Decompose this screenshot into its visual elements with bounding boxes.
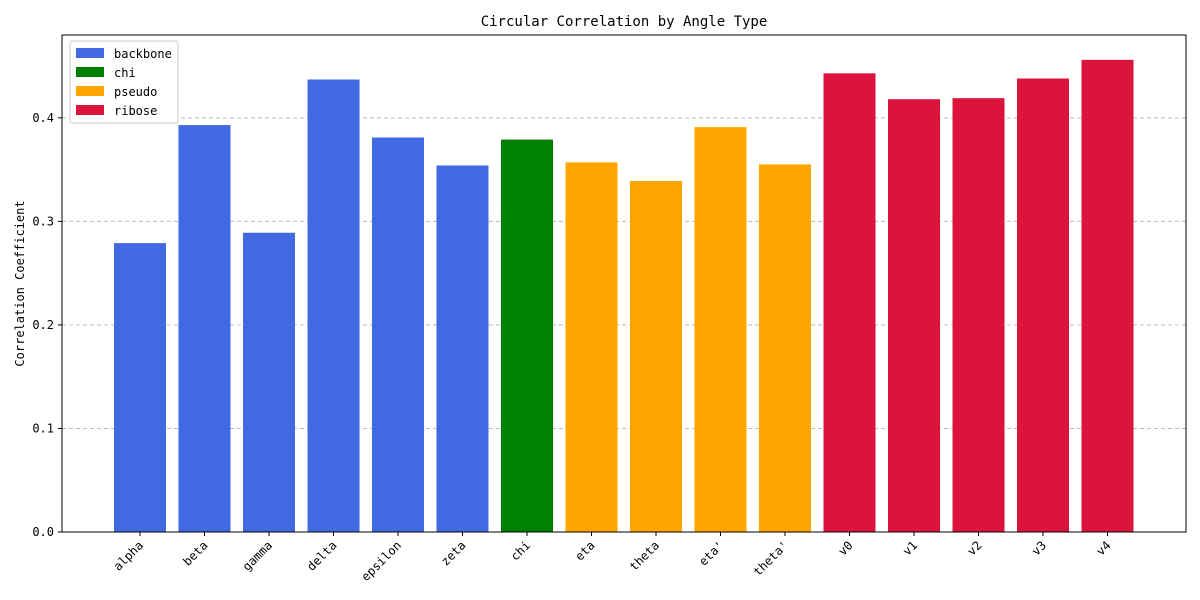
legend-swatch-ribose [76, 105, 104, 115]
bar-theta [630, 180, 682, 532]
y-tick-label: 0.3 [32, 214, 54, 228]
x-tick-label: delta [304, 538, 339, 573]
bar-alpha [114, 243, 166, 532]
legend-swatch-chi [76, 67, 104, 77]
bar-gamma [243, 232, 295, 532]
y-tick-label: 0.4 [32, 111, 54, 125]
bar-epsilon [372, 137, 424, 532]
y-tick-label: 0.0 [32, 525, 54, 539]
x-tick-label: chi [508, 538, 533, 563]
legend-label-pseudo: pseudo [114, 85, 157, 99]
x-tick-label: v0 [836, 538, 856, 558]
x-tick-label: theta [627, 538, 662, 573]
bar-v4 [1081, 59, 1134, 532]
x-tick-label: beta [180, 538, 210, 568]
bar-v1 [888, 99, 940, 532]
x-tick-label: v2 [965, 538, 985, 558]
bar-eta [565, 162, 618, 532]
y-tick-label: 0.1 [32, 421, 54, 435]
bars [114, 59, 1134, 533]
bar-v0 [823, 73, 876, 532]
x-tick-label: zeta [438, 538, 468, 568]
grid-lines [62, 117, 1186, 429]
legend-label-ribose: ribose [114, 104, 157, 118]
bar-v3 [1017, 78, 1069, 533]
legend-label-chi: chi [114, 66, 136, 80]
bar-theta' [759, 164, 811, 533]
x-tick-label: v3 [1029, 538, 1049, 558]
x-tick-label: v1 [900, 538, 920, 558]
x-tick-label: eta [572, 538, 597, 563]
legend-box [69, 40, 179, 124]
legend-label-backbone: backbone [114, 47, 172, 61]
legend-swatch-backbone [76, 48, 104, 58]
bar-delta [307, 79, 360, 532]
x-tick-label: eta' [696, 538, 726, 568]
x-tick-label: alpha [111, 538, 146, 573]
x-axis-ticks: alpha beta gamma delta epsilon zeta chi eta thet… [111, 532, 1114, 584]
bar-v2 [952, 98, 1005, 533]
bar-chi [501, 139, 553, 532]
x-tick-label: gamma [240, 538, 275, 573]
x-tick-label: epsilon [358, 538, 404, 584]
x-tick-label: theta' [751, 538, 792, 579]
x-tick-label: v4 [1094, 538, 1114, 558]
y-axis-ticks: 0.0 0.1 0.2 0.3 0.4 [32, 111, 62, 539]
y-tick-label: 0.2 [32, 318, 54, 332]
chart-title: Circular Correlation by Angle Type [481, 14, 768, 30]
bar-eta' [694, 127, 747, 532]
legend: backbone chi pseudo ribose [69, 40, 179, 124]
bar-beta [178, 125, 231, 533]
bar-zeta [436, 165, 489, 532]
y-axis-label: Correlation Coefficient [13, 200, 27, 366]
plot-frame [61, 34, 1187, 533]
legend-swatch-pseudo [76, 86, 104, 96]
